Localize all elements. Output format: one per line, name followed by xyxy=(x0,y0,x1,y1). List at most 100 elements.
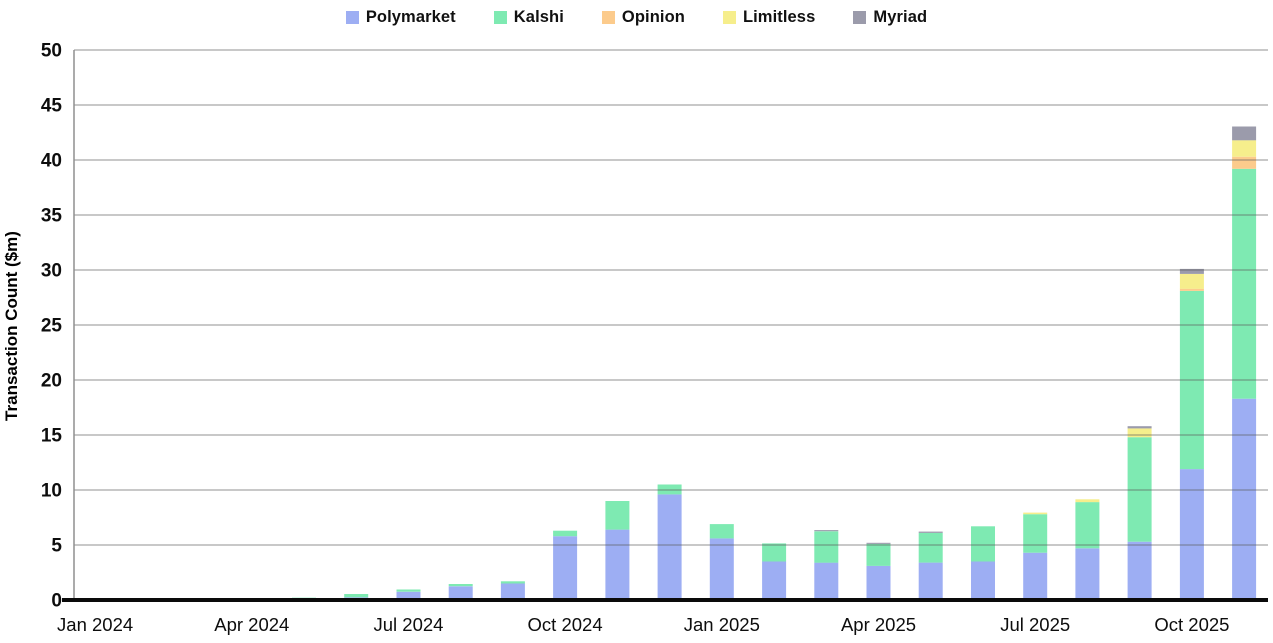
bar-segment-polymarket-jun-2025 xyxy=(971,561,995,600)
bar-segment-kalshi-sep-2024 xyxy=(500,581,525,584)
bar-segment-polymarket-jul-2025 xyxy=(1023,552,1048,600)
bar-jun-2025 xyxy=(971,526,995,600)
bar-segment-polymarket-aug-2025 xyxy=(1075,548,1100,600)
legend-label-polymarket: Polymarket xyxy=(365,7,456,26)
bar-segment-limitless-aug-2025 xyxy=(1075,499,1100,503)
bar-segment-polymarket-feb-2025 xyxy=(762,561,787,600)
bar-segment-polymarket-oct-2024 xyxy=(553,536,578,600)
bar-aug-2025 xyxy=(1075,499,1100,600)
bar-segment-kalshi-apr-2025 xyxy=(866,543,891,566)
bar-segment-limitless-oct-2025 xyxy=(1179,273,1204,289)
chart-legend: Polymarket Kalshi Opinion Limitless Myriad xyxy=(0,4,1273,30)
legend-swatch-polymarket-icon xyxy=(345,10,359,24)
y-tick-label-20: 20 xyxy=(41,371,62,392)
bar-segment-kalshi-sep-2025 xyxy=(1127,437,1152,542)
bar-nov-2024 xyxy=(605,501,630,600)
bar-segment-myriad-apr-2025 xyxy=(866,542,891,544)
bar-apr-2025 xyxy=(866,542,891,600)
bar-segment-polymarket-sep-2024 xyxy=(500,583,525,600)
bar-segment-myriad-oct-2025 xyxy=(1179,268,1204,274)
bar-segment-kalshi-jun-2024 xyxy=(344,594,369,598)
x-tick-label-jan-2025: Jan 2025 xyxy=(684,614,760,635)
bar-aug-2024 xyxy=(448,584,473,601)
bar-mar-2025 xyxy=(814,530,839,600)
bar-segment-kalshi-oct-2025 xyxy=(1179,290,1204,470)
bar-segment-kalshi-dec-2024 xyxy=(657,484,682,495)
bar-segment-kalshi-mar-2025 xyxy=(814,531,839,563)
bar-segment-polymarket-nov-2024 xyxy=(605,529,630,600)
bar-segment-polymarket-aug-2024 xyxy=(448,586,473,601)
bar-segment-kalshi-aug-2025 xyxy=(1075,502,1100,549)
bar-segment-myriad-nov-2025 xyxy=(1232,126,1257,141)
y-tick-label-50: 50 xyxy=(41,41,62,62)
x-tick-label-jul-2025: Jul 2025 xyxy=(1000,614,1070,635)
bar-segment-kalshi-jan-2025 xyxy=(709,524,734,539)
x-axis-line xyxy=(62,598,1268,602)
y-tick-label-40: 40 xyxy=(41,151,62,172)
bar-segment-myriad-may-2025 xyxy=(918,531,943,533)
bar-segment-kalshi-feb-2025 xyxy=(762,543,787,562)
bar-feb-2025 xyxy=(762,543,787,600)
bar-segment-polymarket-jan-2025 xyxy=(709,538,734,600)
bar-oct-2025 xyxy=(1179,268,1204,600)
x-tick-label-apr-2024: Apr 2024 xyxy=(214,614,289,635)
x-tick-label-apr-2025: Apr 2025 xyxy=(841,614,916,635)
legend-label-opinion: Opinion xyxy=(621,7,685,26)
legend-swatch-limitless-icon xyxy=(722,10,736,24)
y-tick-label-45: 45 xyxy=(41,96,63,117)
bar-segment-polymarket-nov-2025 xyxy=(1232,398,1257,600)
bar-nov-2025 xyxy=(1232,126,1257,600)
x-tick-label-jul-2024: Jul 2024 xyxy=(374,614,444,635)
bar-segment-opinion-nov-2025 xyxy=(1232,156,1257,169)
legend-item-polymarket: Polymarket xyxy=(345,7,456,27)
bar-segment-polymarket-mar-2025 xyxy=(814,562,839,600)
bar-segment-kalshi-may-2025 xyxy=(918,532,943,563)
bar-dec-2024 xyxy=(657,484,682,600)
legend-item-kalshi: Kalshi xyxy=(493,7,564,27)
bar-oct-2024 xyxy=(553,530,578,600)
y-tick-label-15: 15 xyxy=(41,426,63,447)
y-tick-label-25: 25 xyxy=(41,316,63,337)
bar-segment-kalshi-jul-2024 xyxy=(396,589,421,592)
bar-segment-polymarket-apr-2025 xyxy=(866,565,891,600)
legend-label-kalshi: Kalshi xyxy=(513,7,564,26)
x-tick-label-oct-2024: Oct 2024 xyxy=(528,614,603,635)
legend-label-limitless: Limitless xyxy=(742,7,816,26)
y-tick-label-10: 10 xyxy=(41,481,62,502)
bar-jan-2025 xyxy=(709,524,734,600)
bar-segment-polymarket-oct-2025 xyxy=(1179,469,1204,600)
bar-jul-2025 xyxy=(1023,512,1048,600)
bar-may-2025 xyxy=(918,531,943,600)
legend-swatch-kalshi-icon xyxy=(493,10,507,24)
legend-item-opinion: Opinion xyxy=(601,7,685,27)
bar-segment-kalshi-oct-2024 xyxy=(553,530,578,537)
bar-segment-limitless-jul-2025 xyxy=(1023,512,1048,515)
legend-label-myriad: Myriad xyxy=(873,7,928,26)
x-tick-label-oct-2025: Oct 2025 xyxy=(1154,614,1229,635)
y-tick-label-5: 5 xyxy=(51,536,62,557)
bar-segment-limitless-sep-2025 xyxy=(1127,428,1152,438)
bar-sep-2024 xyxy=(500,581,525,600)
bar-jul-2024 xyxy=(396,589,421,601)
legend-swatch-myriad-icon xyxy=(853,10,867,24)
y-tick-label-35: 35 xyxy=(41,206,63,227)
legend-item-myriad: Myriad xyxy=(853,8,927,27)
bar-segment-kalshi-nov-2024 xyxy=(605,501,630,530)
bar-segment-kalshi-nov-2025 xyxy=(1232,168,1257,399)
bar-segment-kalshi-aug-2024 xyxy=(448,584,473,587)
legend-swatch-opinion-icon xyxy=(601,10,615,24)
bar-sep-2025 xyxy=(1127,426,1152,600)
bar-segment-polymarket-sep-2025 xyxy=(1127,541,1152,600)
y-tick-label-0: 0 xyxy=(51,591,62,612)
bar-segment-myriad-mar-2025 xyxy=(814,530,839,532)
bar-segment-polymarket-dec-2024 xyxy=(657,494,682,600)
x-tick-label-jan-2024: Jan 2024 xyxy=(57,614,133,635)
bar-segment-kalshi-jul-2025 xyxy=(1023,514,1048,553)
y-tick-label-30: 30 xyxy=(41,261,62,282)
bar-segment-limitless-nov-2025 xyxy=(1232,140,1257,157)
bar-segment-polymarket-jul-2024 xyxy=(396,591,421,601)
legend-item-limitless: Limitless xyxy=(722,7,816,27)
bar-segment-kalshi-jun-2025 xyxy=(971,526,995,562)
